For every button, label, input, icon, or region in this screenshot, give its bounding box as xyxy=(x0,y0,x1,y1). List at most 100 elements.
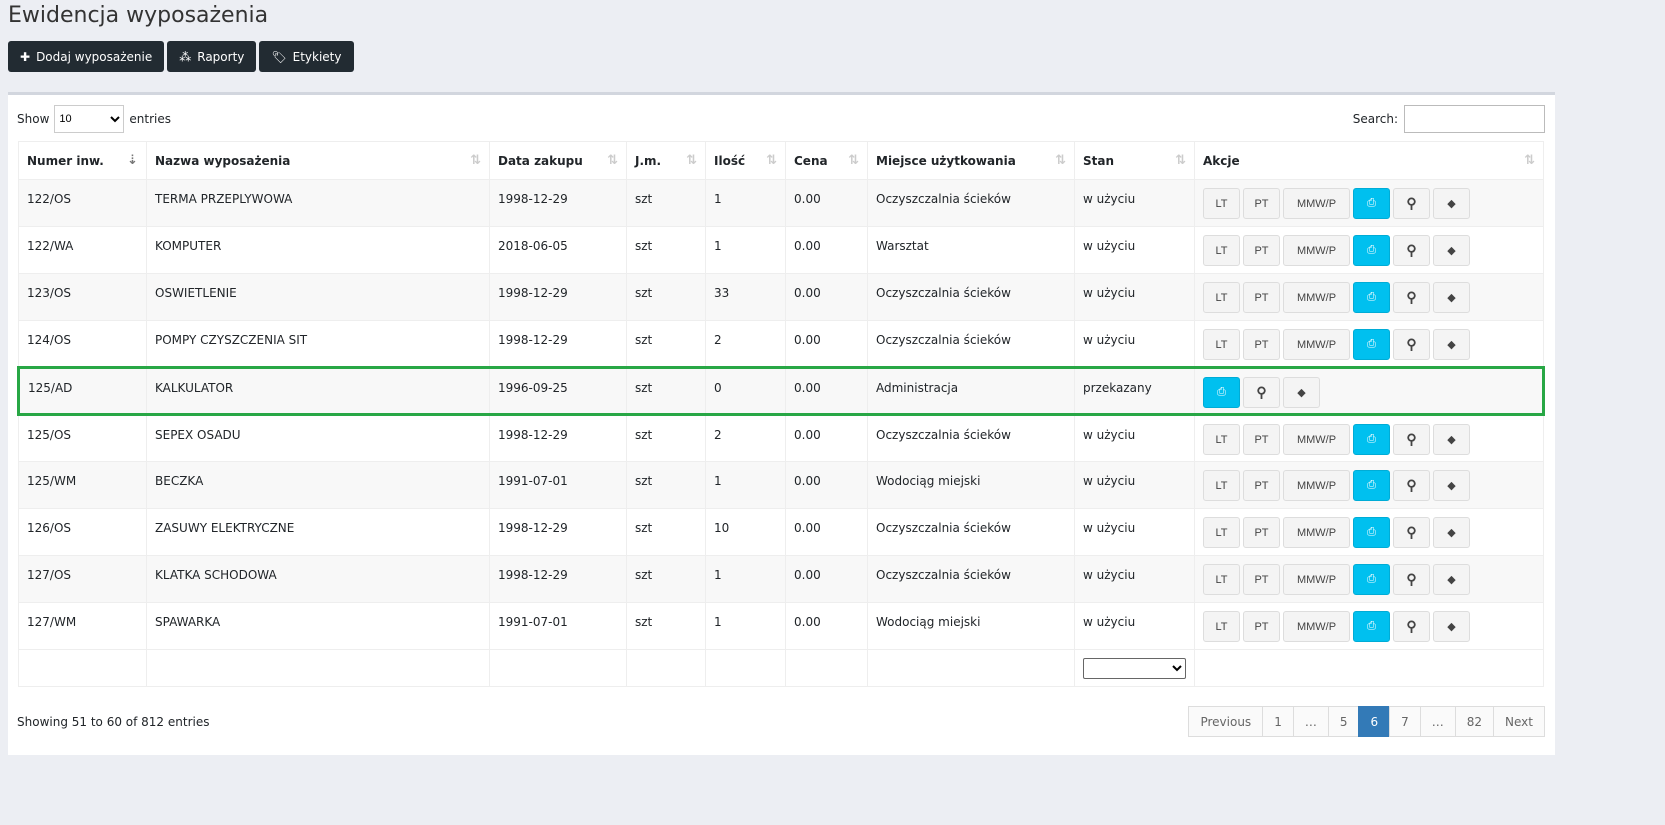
label-button[interactable]: ◆ xyxy=(1433,188,1470,219)
column-header[interactable]: Akcje ⇅ xyxy=(1194,141,1544,180)
view-button[interactable]: ⚲ xyxy=(1393,188,1430,219)
pt-button[interactable]: PT xyxy=(1243,188,1280,219)
table-row: 125/WM BECZKA 1991-07-01 szt 1 0.00 Wodociąg m… xyxy=(18,461,1544,509)
page-button[interactable]: Next xyxy=(1493,706,1545,737)
pdf-button[interactable]: ⎙ xyxy=(1353,424,1390,455)
cell: Administracja xyxy=(867,366,1075,416)
page-button[interactable]: 7 xyxy=(1389,706,1421,737)
pt-button[interactable]: PT xyxy=(1243,564,1280,595)
pdf-button[interactable]: ⎙ xyxy=(1353,282,1390,313)
cell: 1991-07-01 xyxy=(489,461,627,509)
lt-button[interactable]: LT xyxy=(1203,282,1240,313)
pt-button[interactable]: PT xyxy=(1243,424,1280,455)
page-button[interactable]: 6 xyxy=(1358,706,1391,737)
pdf-button[interactable]: ⎙ xyxy=(1353,329,1390,360)
column-header[interactable]: Ilość ⇅ xyxy=(705,141,786,180)
page-button[interactable]: Previous xyxy=(1188,706,1264,737)
column-header[interactable]: Stan ⇅ xyxy=(1074,141,1195,180)
cell: POMPY CZYSZCZENIA SIT xyxy=(146,320,490,368)
labels-button[interactable]: 🏷 Etykiety xyxy=(259,41,354,72)
cell: szt xyxy=(626,508,706,556)
label-button[interactable]: ◆ xyxy=(1433,282,1470,313)
pdf-button[interactable]: ⎙ xyxy=(1353,564,1390,595)
view-button[interactable]: ⚲ xyxy=(1393,329,1430,360)
cell: szt xyxy=(626,555,706,603)
pt-button[interactable]: PT xyxy=(1243,329,1280,360)
lt-button[interactable]: LT xyxy=(1203,235,1240,266)
mmw-button[interactable]: MMW/P xyxy=(1283,235,1350,266)
search-input[interactable] xyxy=(1404,105,1545,133)
pdf-button[interactable]: ⎙ xyxy=(1353,235,1390,266)
page-button[interactable]: … xyxy=(1292,706,1329,737)
label-button[interactable]: ◆ xyxy=(1283,377,1320,408)
lt-button[interactable]: LT xyxy=(1203,470,1240,501)
label-button[interactable]: ◆ xyxy=(1433,470,1470,501)
lt-button[interactable]: LT xyxy=(1203,188,1240,219)
page-button[interactable]: 82 xyxy=(1454,706,1495,737)
cell: KALKULATOR xyxy=(146,366,490,416)
view-button[interactable]: ⚲ xyxy=(1243,377,1280,408)
pt-button[interactable]: PT xyxy=(1243,611,1280,642)
label-button[interactable]: ◆ xyxy=(1433,235,1470,266)
pt-button[interactable]: PT xyxy=(1243,517,1280,548)
sort-icon: ⇅ xyxy=(1524,153,1535,168)
view-button[interactable]: ⚲ xyxy=(1393,611,1430,642)
search-icon: ⚲ xyxy=(1406,289,1417,305)
pt-button[interactable]: PT xyxy=(1243,235,1280,266)
mmw-button[interactable]: MMW/P xyxy=(1283,564,1350,595)
pdf-button[interactable]: ⎙ xyxy=(1353,517,1390,548)
lt-button[interactable]: LT xyxy=(1203,329,1240,360)
lt-button[interactable]: LT xyxy=(1203,517,1240,548)
lt-button[interactable]: LT xyxy=(1203,564,1240,595)
page-button[interactable]: … xyxy=(1419,706,1456,737)
column-header[interactable]: Cena ⇅ xyxy=(785,141,868,180)
page-button[interactable]: 1 xyxy=(1262,706,1294,737)
search-icon: ⚲ xyxy=(1406,618,1417,634)
mmw-button[interactable]: MMW/P xyxy=(1283,470,1350,501)
lt-button[interactable]: LT xyxy=(1203,424,1240,455)
view-button[interactable]: ⚲ xyxy=(1393,470,1430,501)
label-button[interactable]: ◆ xyxy=(1433,564,1470,595)
label-button[interactable]: ◆ xyxy=(1433,329,1470,360)
column-header[interactable]: Nazwa wyposażenia ⇅ xyxy=(146,141,490,180)
label-button[interactable]: ◆ xyxy=(1433,424,1470,455)
view-button[interactable]: ⚲ xyxy=(1393,564,1430,595)
page-button[interactable]: 5 xyxy=(1327,706,1360,737)
lt-button[interactable]: LT xyxy=(1203,611,1240,642)
cell: 1 xyxy=(705,179,786,227)
column-header[interactable]: Miejsce użytkowania ⇅ xyxy=(867,141,1075,180)
tag-icon: ◆ xyxy=(1447,574,1456,586)
pt-button[interactable]: PT xyxy=(1243,282,1280,313)
pdf-button[interactable]: ⎙ xyxy=(1353,188,1390,219)
pdf-button[interactable]: ⎙ xyxy=(1353,470,1390,501)
status-filter-select[interactable] xyxy=(1083,658,1186,679)
add-equipment-button[interactable]: ✚ Dodaj wyposażenie xyxy=(8,41,165,72)
column-header[interactable]: J.m. ⇅ xyxy=(626,141,706,180)
pdf-button[interactable]: ⎙ xyxy=(1203,377,1240,408)
view-button[interactable]: ⚲ xyxy=(1393,424,1430,455)
mmw-button[interactable]: MMW/P xyxy=(1283,424,1350,455)
search-icon: ⚲ xyxy=(1406,195,1417,211)
cell: OSWIETLENIE xyxy=(146,273,490,321)
pt-button[interactable]: PT xyxy=(1243,470,1280,501)
cell: 1991-07-01 xyxy=(489,602,627,650)
column-header[interactable]: Numer inw. ⇣ xyxy=(18,141,147,180)
tag-icon: ◆ xyxy=(1447,480,1456,492)
mmw-button[interactable]: MMW/P xyxy=(1283,611,1350,642)
cell: 125/WM xyxy=(18,461,147,509)
mmw-button[interactable]: MMW/P xyxy=(1283,188,1350,219)
mmw-button[interactable]: MMW/P xyxy=(1283,517,1350,548)
mmw-button[interactable]: MMW/P xyxy=(1283,329,1350,360)
view-button[interactable]: ⚲ xyxy=(1393,517,1430,548)
column-header[interactable]: Data zakupu ⇅ xyxy=(489,141,627,180)
cell: 0.00 xyxy=(785,414,868,462)
label-button[interactable]: ◆ xyxy=(1433,517,1470,548)
pdf-button[interactable]: ⎙ xyxy=(1353,611,1390,642)
page-size-select[interactable]: 10 xyxy=(54,105,125,133)
mmw-button[interactable]: MMW/P xyxy=(1283,282,1350,313)
view-button[interactable]: ⚲ xyxy=(1393,282,1430,313)
reports-button[interactable]: ⁂ Raporty xyxy=(167,41,257,72)
sort-icon: ⇅ xyxy=(848,153,859,168)
view-button[interactable]: ⚲ xyxy=(1393,235,1430,266)
label-button[interactable]: ◆ xyxy=(1433,611,1470,642)
